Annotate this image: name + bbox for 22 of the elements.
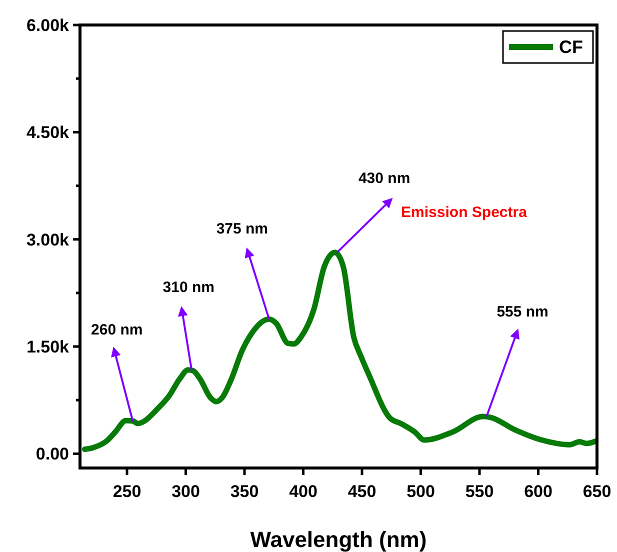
y-tick-label: 1.50k: [26, 338, 70, 357]
annotation: 310 nm: [162, 279, 214, 296]
x-tick-label: 450: [348, 482, 376, 501]
y-tick-label: 0.00: [36, 444, 69, 464]
annotation: 375 nm: [216, 220, 268, 238]
x-tick-label: 250: [112, 482, 142, 501]
y-tick-label: 6.00k: [26, 16, 70, 35]
annotation: 555 nm: [496, 304, 548, 321]
x-tick-label: 300: [172, 482, 200, 501]
x-tick-label: 650: [582, 482, 612, 501]
x-tick-label: 600: [524, 482, 552, 501]
x-tick-label: 350: [230, 482, 259, 501]
annotation: 260 nm: [91, 322, 143, 339]
annotation: Emission Spectra: [401, 204, 528, 221]
y-tick-label: 4.50k: [26, 123, 70, 142]
x-tick-label: 400: [289, 482, 318, 501]
annotation: 430 nm: [358, 170, 410, 188]
x-axis-title: Wavelength (nm): [250, 527, 427, 552]
x-tick-label: 550: [465, 482, 494, 501]
x-tick-label: 500: [406, 482, 435, 501]
legend-label: CF: [559, 37, 583, 57]
y-tick-label: 3.00k: [26, 230, 70, 250]
